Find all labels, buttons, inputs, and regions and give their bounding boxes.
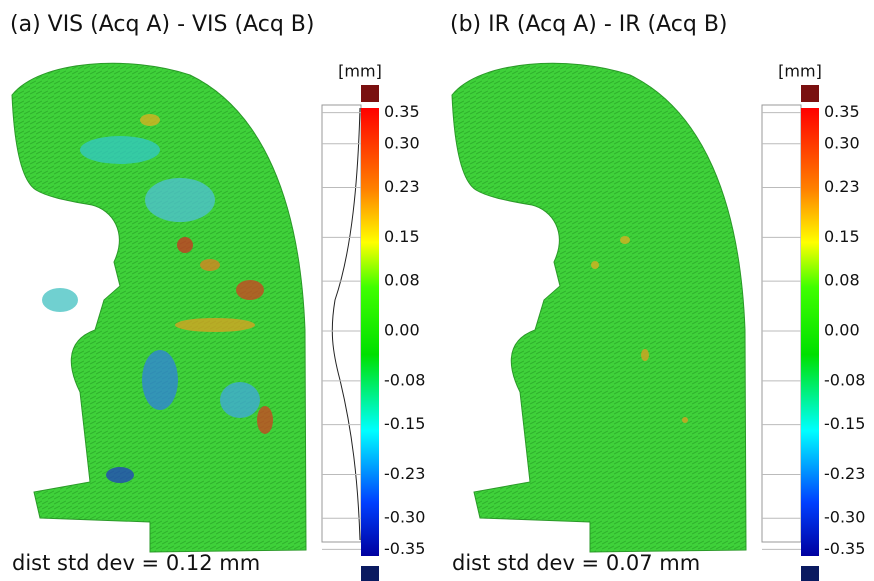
deviation-patch [175, 318, 255, 332]
color-bar [801, 108, 819, 556]
unit-label: [mm] [338, 62, 382, 81]
deviation-patch [42, 288, 78, 312]
scale-label: 0.15 [384, 227, 420, 246]
scale-label: 0.35 [384, 102, 420, 121]
deviation-patch [641, 349, 649, 361]
deviation-patch [620, 236, 630, 244]
caption: dist std dev = 0.07 mm [452, 551, 700, 575]
panel-title: (b) IR (Acq A) - IR (Acq B) [450, 12, 728, 37]
scale-label: -0.08 [384, 370, 425, 389]
scale-top-cap [801, 85, 819, 102]
deviation-patch [591, 261, 599, 269]
caption: dist std dev = 0.12 mm [12, 551, 260, 575]
deviation-patch [177, 237, 193, 253]
deviation-patch [140, 114, 160, 126]
scale-label: -0.23 [384, 464, 425, 483]
scale-label: 0.30 [824, 133, 860, 152]
scale-label: 0.23 [384, 177, 420, 196]
deviation-patch [106, 467, 134, 483]
scale-label: -0.08 [824, 370, 865, 389]
scale-label: 0.00 [824, 321, 860, 340]
unit-label: [mm] [778, 62, 822, 81]
scale-label: 0.15 [824, 227, 860, 246]
deviation-patch [200, 259, 220, 271]
scale-label: -0.35 [824, 539, 865, 558]
scale-label: -0.35 [384, 539, 425, 558]
scale-label: 0.23 [824, 177, 860, 196]
deviation-patch [257, 406, 273, 434]
scale-bottom-cap [361, 566, 379, 581]
histogram-curve [332, 108, 360, 540]
scale-label: -0.30 [384, 508, 425, 527]
scale-top-cap [361, 85, 379, 102]
panel: (b) IR (Acq A) - IR (Acq B) [mm] 0.35 0.30 0… [450, 12, 874, 581]
scale-label: -0.23 [824, 464, 865, 483]
deviation-patch [682, 417, 688, 423]
scale-label: -0.30 [824, 508, 865, 527]
color-bar [361, 108, 379, 556]
histogram-box [322, 105, 361, 542]
scale-label: -0.15 [384, 414, 425, 433]
deviation-patch [80, 136, 160, 164]
deviation-patch [142, 350, 178, 410]
scale-label: 0.35 [824, 102, 860, 121]
panel-title: (a) VIS (Acq A) - VIS (Acq B) [10, 12, 314, 37]
scale-label: 0.30 [384, 133, 420, 152]
scale-label: 0.08 [824, 271, 860, 290]
scale-label: -0.15 [824, 414, 865, 433]
deviation-patch [236, 280, 264, 300]
deviation-patch [220, 382, 260, 418]
deviation-map [452, 63, 746, 552]
scale-label: 0.08 [384, 271, 420, 290]
panel: (a) VIS (Acq A) - VIS (Acq B) [mm] 0.35 0.3… [10, 12, 425, 581]
scale-label: 0.00 [384, 321, 420, 340]
figure: (a) VIS (Acq A) - VIS (Acq B) [mm] 0.35 0.3… [0, 0, 874, 581]
histogram-box [762, 105, 801, 542]
scale-bottom-cap [801, 566, 819, 581]
deviation-patch [145, 178, 215, 222]
